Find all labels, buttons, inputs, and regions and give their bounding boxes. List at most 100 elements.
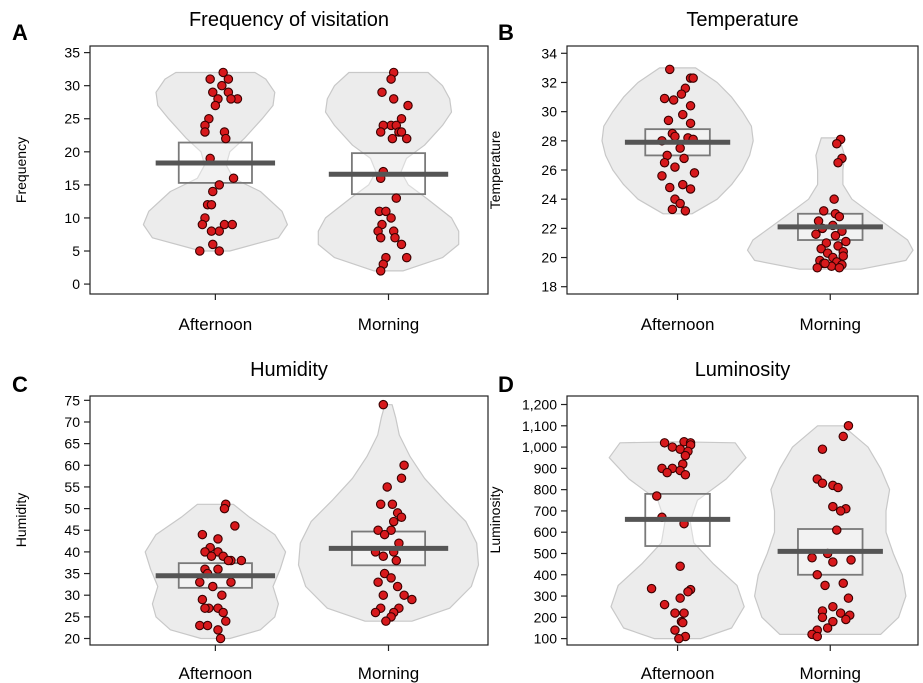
data-point <box>835 506 846 516</box>
y-tick-label: 400 <box>534 567 558 583</box>
data-point <box>678 617 688 628</box>
y-tick-label: 5 <box>72 243 80 259</box>
data-point <box>665 64 675 75</box>
data-point <box>213 564 223 574</box>
data-point <box>828 557 838 567</box>
y-tick-label: 32 <box>541 74 557 90</box>
data-point <box>670 162 680 172</box>
panel-b: B Temperature Temperature 18 20 22 24 26 28 30 32 3… <box>487 9 919 334</box>
data-point <box>218 607 228 618</box>
data-point <box>200 547 210 557</box>
data-point <box>843 421 854 431</box>
data-point <box>659 438 670 448</box>
y-tick-label: 35 <box>64 566 80 582</box>
data-point <box>680 450 691 461</box>
data-point <box>830 230 841 241</box>
data-point <box>828 501 838 512</box>
data-point <box>197 594 208 605</box>
y-tick-label: 40 <box>64 544 80 560</box>
y-tick-label: 0 <box>72 276 80 292</box>
data-point <box>665 182 675 193</box>
data-point <box>667 204 678 215</box>
violin-morning <box>317 71 460 272</box>
y-tick-label: 75 <box>64 392 80 408</box>
data-point <box>663 115 674 126</box>
data-point <box>230 521 240 531</box>
data-point <box>657 171 667 181</box>
data-point <box>378 590 389 600</box>
data-point <box>401 252 412 263</box>
y-axis-label: Humidity <box>13 493 29 547</box>
data-point <box>386 213 396 223</box>
y-tick-label: 1,000 <box>522 439 557 455</box>
chart-title: Frequency of visitation <box>189 9 389 31</box>
violin-morning <box>746 137 914 270</box>
data-point <box>812 570 822 580</box>
data-point <box>817 478 828 489</box>
data-point <box>670 625 680 635</box>
data-point <box>215 633 226 644</box>
y-tick-label: 45 <box>64 522 80 538</box>
data-point <box>407 594 417 605</box>
data-point <box>200 127 210 137</box>
data-point <box>386 525 396 535</box>
data-point <box>208 581 218 592</box>
data-point <box>392 581 403 592</box>
y-tick-label: 20 <box>541 250 557 266</box>
x-tick-label-morning: Morning <box>800 664 861 683</box>
panel-d: D Luminosity Luminosity 100 200 300 400 500 600 7… <box>487 359 919 683</box>
y-axis-label: Temperature <box>487 130 503 209</box>
data-point <box>685 101 696 111</box>
data-point <box>379 568 390 579</box>
data-point <box>388 516 399 527</box>
data-point <box>816 244 826 254</box>
data-point <box>378 551 389 561</box>
x-tick-label-afternoon: Afternoon <box>641 315 715 334</box>
data-point <box>675 561 685 572</box>
panel-letter: A <box>12 20 28 45</box>
x-tick-label-morning: Morning <box>358 315 419 334</box>
data-point <box>375 499 386 510</box>
data-point <box>373 525 383 535</box>
chart-title: Humidity <box>250 359 328 381</box>
y-tick-label: 50 <box>64 501 80 517</box>
panel-a: A Frequency of visitation Frequency 0 5 10 15 2… <box>12 9 489 334</box>
data-point <box>387 499 398 510</box>
y-tick-label: 60 <box>64 457 80 473</box>
data-point <box>382 482 392 492</box>
data-point <box>670 131 680 142</box>
data-point <box>812 631 822 642</box>
data-point <box>403 100 413 111</box>
y-axis-label: Frequency <box>13 137 29 203</box>
y-tick-label: 26 <box>541 162 557 178</box>
y-tick-label: 20 <box>64 144 80 160</box>
data-point <box>811 229 821 239</box>
violin-morning <box>297 404 480 622</box>
data-point <box>195 577 205 587</box>
y-tick-label: 1,100 <box>522 418 557 434</box>
data-point <box>375 233 386 243</box>
data-point <box>831 525 842 535</box>
data-point <box>217 590 227 600</box>
x-tick-label-afternoon: Afternoon <box>641 664 715 683</box>
data-point <box>396 473 407 484</box>
data-point <box>228 173 239 184</box>
data-point <box>676 89 687 99</box>
y-tick-label: 15 <box>64 177 80 193</box>
x-tick-label-afternoon: Afternoon <box>179 315 253 334</box>
data-point <box>833 482 843 493</box>
data-point <box>688 73 698 83</box>
y-tick-label: 600 <box>534 524 558 540</box>
data-point <box>386 74 396 84</box>
data-point <box>218 67 228 78</box>
data-point <box>833 157 843 168</box>
data-point <box>838 578 848 589</box>
data-point <box>373 577 383 587</box>
data-point <box>197 529 208 540</box>
data-point <box>820 258 830 269</box>
data-point <box>379 529 390 540</box>
data-point <box>822 623 833 633</box>
data-point <box>381 616 391 626</box>
data-point <box>828 616 838 627</box>
